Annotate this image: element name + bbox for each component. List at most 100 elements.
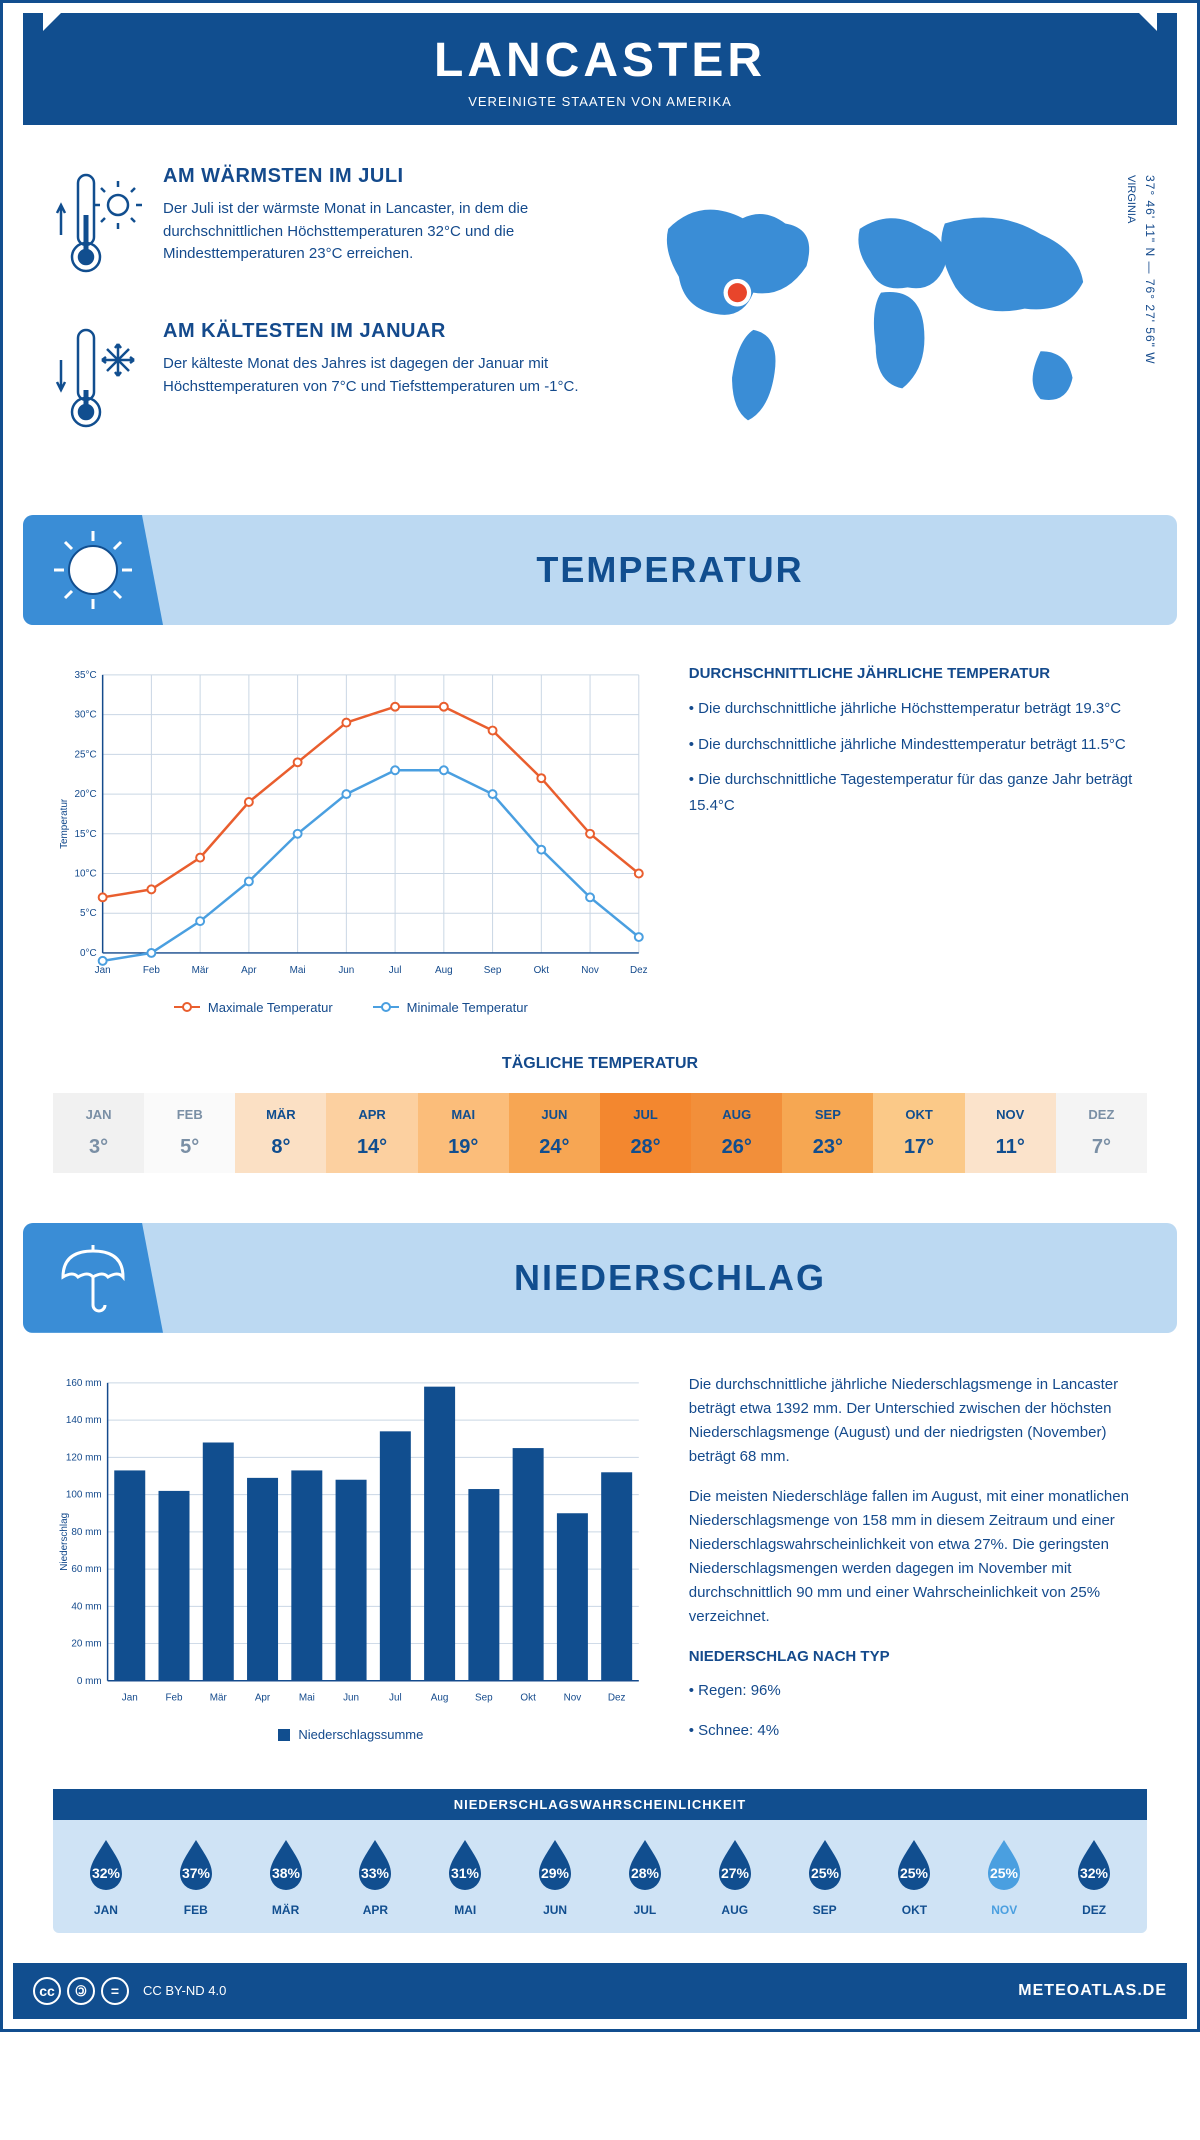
daily-temperature: TÄGLICHE TEMPERATUR JAN3°FEB5°MÄR8°APR14… — [3, 1045, 1197, 1213]
by-icon: 🄯 — [67, 1977, 95, 2005]
nd-icon: = — [101, 1977, 129, 2005]
precipitation-info: Die durchschnittliche jährliche Niedersc… — [689, 1373, 1147, 1759]
daily-temp-cell: FEB5° — [144, 1093, 235, 1173]
svg-text:37%: 37% — [182, 1865, 211, 1881]
svg-text:32%: 32% — [1080, 1865, 1109, 1881]
svg-text:60 mm: 60 mm — [71, 1564, 101, 1575]
probability-drop: 38%MÄR — [243, 1836, 329, 1917]
daily-temp-cell: OKT17° — [873, 1093, 964, 1173]
svg-text:Dez: Dez — [630, 965, 648, 976]
svg-text:Jul: Jul — [389, 965, 402, 976]
probability-drop: 29%JUN — [512, 1836, 598, 1917]
svg-text:10°C: 10°C — [75, 868, 97, 879]
svg-text:Temperatur: Temperatur — [59, 798, 70, 849]
svg-text:160 mm: 160 mm — [66, 1378, 102, 1389]
precipitation-legend: Niederschlagssumme — [53, 1727, 649, 1742]
legend-min: .legend-item:nth-child(2) .legend-line::… — [373, 1000, 528, 1015]
svg-text:Mai: Mai — [290, 965, 306, 976]
probability-drop: 37%FEB — [153, 1836, 239, 1917]
precipitation-probability-grid: 32%JAN37%FEB38%MÄR33%APR31%MAI29%JUN28%J… — [53, 1820, 1147, 1917]
svg-text:Nov: Nov — [581, 965, 599, 976]
svg-text:Aug: Aug — [431, 1692, 449, 1703]
precipitation-content: 0 mm20 mm40 mm60 mm80 mm100 mm120 mm140 … — [3, 1343, 1197, 1779]
svg-text:5°C: 5°C — [80, 908, 97, 919]
warmest-text: AM WÄRMSTEN IM JULI Der Juli ist der wär… — [163, 165, 585, 290]
coldest-text: AM KÄLTESTEN IM JANUAR Der kälteste Mona… — [163, 320, 585, 445]
svg-text:0°C: 0°C — [80, 948, 97, 959]
daily-temp-cell: DEZ7° — [1056, 1093, 1147, 1173]
probability-drop: 31%MAI — [422, 1836, 508, 1917]
temperature-legend: .legend-item:nth-child(1) .legend-line::… — [53, 1000, 649, 1015]
warmest-description: Der Juli ist der wärmste Monat in Lancas… — [163, 198, 585, 266]
svg-text:Jun: Jun — [343, 1692, 359, 1703]
daily-temp-cell: NOV11° — [965, 1093, 1056, 1173]
svg-text:Jul: Jul — [389, 1692, 402, 1703]
daily-temperature-heading: TÄGLICHE TEMPERATUR — [53, 1055, 1147, 1073]
svg-text:Feb: Feb — [165, 1692, 183, 1703]
coldest-description: Der kälteste Monat des Jahres ist dagege… — [163, 353, 585, 398]
svg-text:Sep: Sep — [484, 965, 502, 976]
svg-text:Jun: Jun — [338, 965, 354, 976]
intro-right: VIRGINIA 37° 46' 11" N — 76° 27' 56" W — [615, 165, 1147, 475]
daily-temp-cell: MAI19° — [418, 1093, 509, 1173]
world-map-icon — [615, 165, 1147, 442]
precipitation-probability-box: NIEDERSCHLAGSWAHRSCHEINLICHKEIT 32%JAN37… — [53, 1789, 1147, 1933]
cc-icon: cc — [33, 1977, 61, 2005]
svg-text:Dez: Dez — [608, 1692, 626, 1703]
region-label: VIRGINIA — [1125, 175, 1137, 223]
svg-text:120 mm: 120 mm — [66, 1452, 102, 1463]
daily-temp-cell: JUN24° — [509, 1093, 600, 1173]
probability-drop: 33%APR — [333, 1836, 419, 1917]
svg-text:0 mm: 0 mm — [77, 1675, 102, 1686]
legend-precip: Niederschlagssumme — [278, 1727, 423, 1742]
thermometer-hot-icon — [53, 165, 143, 290]
page-subtitle: VEREINIGTE STAATEN VON AMERIKA — [23, 94, 1177, 109]
svg-text:140 mm: 140 mm — [66, 1415, 102, 1426]
header: LANCASTER VEREINIGTE STAATEN VON AMERIKA — [23, 13, 1177, 125]
page-title: LANCASTER — [23, 33, 1177, 88]
temperature-content: 0°C5°C10°C15°C20°C25°C30°C35°CJanFebMärA… — [3, 635, 1197, 1045]
svg-text:Aug: Aug — [435, 965, 453, 976]
precipitation-type-heading: NIEDERSCHLAG NACH TYP — [689, 1645, 1147, 1669]
warmest-heading: AM WÄRMSTEN IM JULI — [163, 165, 585, 188]
daily-temp-cell: APR14° — [326, 1093, 417, 1173]
svg-text:35°C: 35°C — [75, 670, 97, 681]
svg-text:Apr: Apr — [241, 965, 257, 976]
thermometer-cold-icon — [53, 320, 143, 445]
probability-drop: 32%JAN — [63, 1836, 149, 1917]
precipitation-para-1: Die meisten Niederschläge fallen im Augu… — [689, 1485, 1147, 1629]
precipitation-section-header: NIEDERSCHLAG — [23, 1223, 1177, 1333]
precipitation-heading: NIEDERSCHLAG — [163, 1257, 1177, 1299]
coordinates-label: 37° 46' 11" N — 76° 27' 56" W — [1143, 175, 1157, 365]
svg-text:Jan: Jan — [95, 965, 111, 976]
probability-drop: 25%SEP — [782, 1836, 868, 1917]
svg-text:38%: 38% — [272, 1865, 301, 1881]
daily-temp-cell: AUG26° — [691, 1093, 782, 1173]
svg-text:30°C: 30°C — [75, 710, 97, 721]
precipitation-probability-heading: NIEDERSCHLAGSWAHRSCHEINLICHKEIT — [53, 1789, 1147, 1820]
umbrella-icon-box — [23, 1223, 163, 1333]
coldest-heading: AM KÄLTESTEN IM JANUAR — [163, 320, 585, 343]
page: LANCASTER VEREINIGTE STAATEN VON AMERIKA — [0, 0, 1200, 2032]
legend-min-label: Minimale Temperatur — [407, 1000, 528, 1015]
legend-precip-label: Niederschlagssumme — [298, 1727, 423, 1742]
daily-temp-cell: MÄR8° — [235, 1093, 326, 1173]
svg-text:33%: 33% — [361, 1865, 390, 1881]
probability-drop: 32%DEZ — [1051, 1836, 1137, 1917]
temperature-bullet-0: • Die durchschnittliche jährliche Höchst… — [689, 696, 1147, 722]
svg-text:20 mm: 20 mm — [71, 1638, 101, 1649]
svg-text:20°C: 20°C — [75, 789, 97, 800]
svg-text:Nov: Nov — [564, 1692, 582, 1703]
svg-text:Niederschlag: Niederschlag — [59, 1513, 70, 1571]
svg-text:80 mm: 80 mm — [71, 1527, 101, 1538]
svg-text:Mai: Mai — [299, 1692, 315, 1703]
umbrella-icon — [48, 1233, 138, 1323]
svg-text:32%: 32% — [92, 1865, 121, 1881]
footer: cc 🄯 = CC BY-ND 4.0 METEOATLAS.DE — [13, 1963, 1187, 2019]
temperature-info-heading: DURCHSCHNITTLICHE JÄHRLICHE TEMPERATUR — [689, 665, 1147, 682]
probability-drop: 27%AUG — [692, 1836, 778, 1917]
sun-icon-box — [23, 515, 163, 625]
svg-text:25%: 25% — [900, 1865, 929, 1881]
svg-text:Mär: Mär — [192, 965, 210, 976]
svg-text:31%: 31% — [451, 1865, 480, 1881]
